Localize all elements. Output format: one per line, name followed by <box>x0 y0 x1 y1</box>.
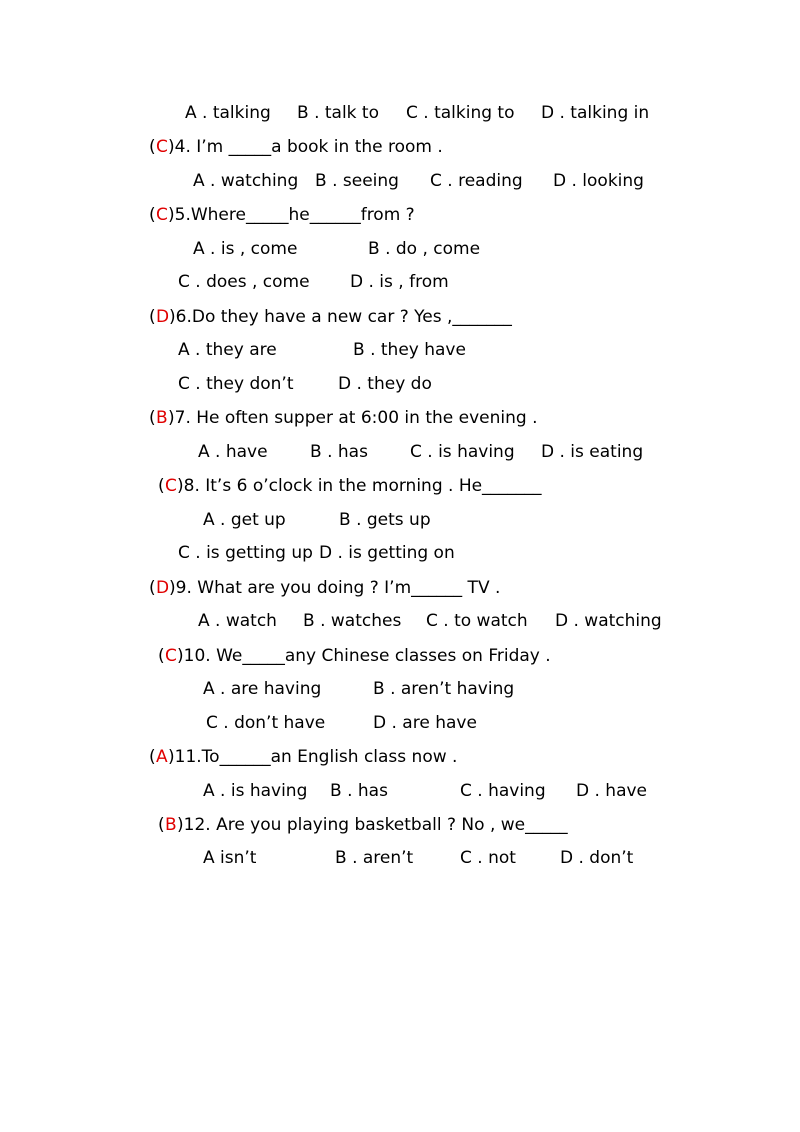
option: B . seeing <box>315 171 399 191</box>
paren: ( <box>149 747 156 767</box>
option: C . having <box>460 781 546 801</box>
option: B . they have <box>353 340 466 360</box>
option: A . have <box>198 442 268 462</box>
question-stem: )4. I’m _____a book in the room . <box>168 137 443 157</box>
answer: D <box>156 578 170 598</box>
option: A . is , come <box>193 239 298 259</box>
paren: ( <box>158 476 165 496</box>
option: C . is getting up <box>178 543 313 563</box>
option: B . aren’t having <box>373 679 515 699</box>
answer: B <box>165 815 177 835</box>
option: B . aren’t <box>335 848 414 868</box>
option: D . is getting on <box>319 543 455 563</box>
paren: ( <box>149 578 156 598</box>
option: B . talk to <box>297 103 379 123</box>
option: D . have <box>576 781 648 801</box>
answer: C <box>156 137 168 157</box>
option: D . is eating <box>541 442 644 462</box>
question-stem: )5.Where_____he______from ? <box>168 205 415 225</box>
answer: B <box>156 408 168 428</box>
paren: ( <box>149 205 156 225</box>
option: D . looking <box>553 171 644 191</box>
option: A isn’t <box>203 848 257 868</box>
paren: ( <box>158 815 165 835</box>
question-stem: )8. It’s 6 o’clock in the morning . He__… <box>177 476 542 496</box>
option: A . are having <box>203 679 322 699</box>
answer: C <box>165 646 177 666</box>
option: B . do , come <box>368 239 481 259</box>
answer: C <box>156 205 168 225</box>
answer: A <box>156 747 168 767</box>
paren: ( <box>149 137 156 157</box>
question-stem: )7. He often supper at 6:00 in the eveni… <box>168 408 538 428</box>
option: C . is having <box>410 442 515 462</box>
option: D . watching <box>555 611 662 631</box>
option: B . has <box>330 781 388 801</box>
answer: C <box>165 476 177 496</box>
option: A . is having <box>203 781 308 801</box>
option: A . get up <box>203 510 286 530</box>
option: D . don’t <box>560 848 634 868</box>
option: C . they don’t <box>178 374 294 394</box>
option: A . they are <box>178 340 277 360</box>
question-stem: )9. What are you doing ? I’m______ TV . <box>169 578 501 598</box>
option: B . has <box>310 442 368 462</box>
option: C . does , come <box>178 272 310 292</box>
question-stem: )12. Are you playing basketball ? No , w… <box>177 815 568 835</box>
option: C . not <box>460 848 516 868</box>
option: B . gets up <box>339 510 431 530</box>
question-stem: )6.Do they have a new car ? Yes ,_______ <box>169 307 512 327</box>
option: D . talking in <box>541 103 650 123</box>
paren: ( <box>149 307 156 327</box>
question-stem: )10. We_____any Chinese classes on Frida… <box>177 646 551 666</box>
option: C . talking to <box>406 103 515 123</box>
paren: ( <box>149 408 156 428</box>
question-stem: )11.To______an English class now . <box>168 747 458 767</box>
option: A . talking <box>185 103 271 123</box>
option: A . watch <box>198 611 277 631</box>
option: D . is , from <box>350 272 449 292</box>
option: C . reading <box>430 171 523 191</box>
option: C . don’t have <box>206 713 326 733</box>
option: D . are have <box>373 713 477 733</box>
option: D . they do <box>338 374 432 394</box>
option: C . to watch <box>426 611 528 631</box>
option: A . watching <box>193 171 299 191</box>
option: B . watches <box>303 611 402 631</box>
answer: D <box>156 307 170 327</box>
paren: ( <box>158 646 165 666</box>
